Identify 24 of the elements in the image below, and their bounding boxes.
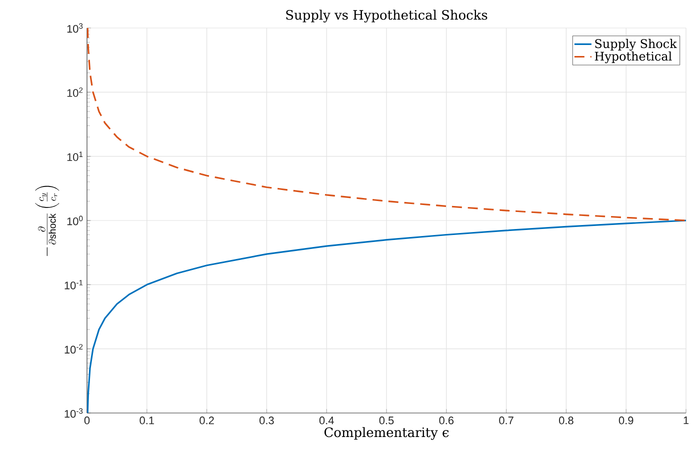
x-tick-label: 0.7 [499,416,514,424]
x-tick-label: 0.8 [559,416,574,424]
x-tick-label: 0.1 [140,416,154,424]
x-tick-label: 0.9 [618,416,634,424]
chart-title: Supply vs Hypothetical Shocks [286,10,488,22]
x-axis-title: Complementarity ϵ [324,427,449,440]
y-tick-label: 10$^{1}$ [67,152,83,162]
x-tick-label: 0.6 [439,416,454,424]
y-tick-label: 10$^{-1}$ [64,280,83,290]
y-tick-label: 10$^{-3}$ [64,408,83,418]
legend-label: Hypothetical [594,51,672,64]
legend-label: Supply Shock [595,38,677,51]
x-tick-label: 0.2 [200,416,214,424]
x-tick-label: 0.3 [260,416,274,424]
y-tick-label: 10$^{0}$ [67,216,83,226]
x-tick-label: 0 [84,416,90,424]
y-axis-title: $-\frac{\partial}{\partial \mathrm{shock}}\left(\frac{c_y}{c_r}\right)$ [35,186,60,256]
y-tick-label: 10$^{2}$ [67,87,83,97]
x-tick-label: 0.4 [319,416,334,424]
line-series [87,28,686,222]
x-tick-label: 0.5 [379,416,394,424]
x-tick-label: 1 [684,416,689,424]
y-tick-label: 10$^{3}$ [67,23,83,33]
y-tick-label: 10$^{-2}$ [64,344,83,354]
